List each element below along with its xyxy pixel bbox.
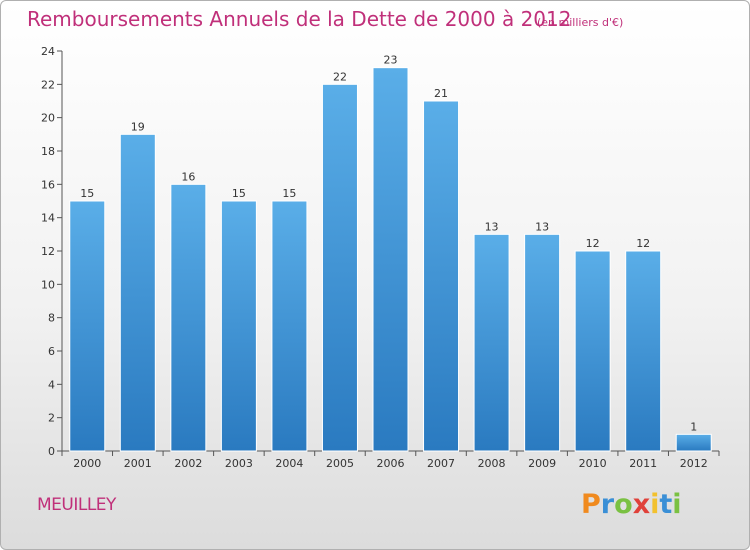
bar-2009 <box>524 233 561 452</box>
value-label-2005: 22 <box>333 70 347 83</box>
y-tick-label: 4 <box>48 378 55 391</box>
logo-letter: r <box>600 489 615 520</box>
x-tick-label-2005: 2005 <box>326 457 354 470</box>
y-tick-label: 0 <box>48 445 55 458</box>
proxiti-logo: Proxiti <box>581 489 682 520</box>
logo-letter: x <box>632 489 651 520</box>
value-label-2004: 15 <box>282 187 296 200</box>
y-tick-label: 16 <box>41 178 55 191</box>
x-tick-label-2009: 2009 <box>528 457 556 470</box>
x-tick-label-2003: 2003 <box>225 457 253 470</box>
value-label-2001: 19 <box>131 120 145 133</box>
y-tick-label: 24 <box>41 45 55 58</box>
value-label-2009: 13 <box>535 220 549 233</box>
logo-letter: t <box>659 489 673 520</box>
value-label-2008: 13 <box>485 220 499 233</box>
logo-letter: i <box>650 489 660 520</box>
y-tick-label: 10 <box>41 278 55 291</box>
y-tick-label: 2 <box>48 412 55 425</box>
x-tick-label-2004: 2004 <box>275 457 303 470</box>
bar-2007 <box>423 100 460 452</box>
y-tick-label: 6 <box>48 345 55 358</box>
bar-2000 <box>69 200 106 452</box>
bar-2003 <box>220 200 257 452</box>
chart-title: Remboursements Annuels de la Dette de 20… <box>27 7 572 31</box>
y-tick-label: 8 <box>48 312 55 325</box>
x-tick-label-2011: 2011 <box>629 457 657 470</box>
x-tick-label-2008: 2008 <box>478 457 506 470</box>
value-label-2007: 21 <box>434 87 448 100</box>
y-tick-label: 20 <box>41 112 55 125</box>
x-tick-label-2010: 2010 <box>579 457 607 470</box>
x-tick-label-2007: 2007 <box>427 457 455 470</box>
x-tick-label-2000: 2000 <box>73 457 101 470</box>
bar-2006 <box>372 67 409 452</box>
bar-2008 <box>473 233 510 452</box>
value-label-2006: 23 <box>384 54 398 67</box>
value-label-2012: 1 <box>690 420 697 433</box>
chart-subtitle: (en milliers d'€) <box>537 16 624 29</box>
bar-2001 <box>119 133 156 452</box>
y-tick-label: 22 <box>41 78 55 91</box>
value-label-2011: 12 <box>636 237 650 250</box>
y-tick-label: 18 <box>41 145 55 158</box>
bar-2005 <box>321 83 358 452</box>
data-labels: 15 19 16 15 15 22 23 21 13 13 12 12 1 <box>80 54 697 434</box>
y-tick-label: 12 <box>41 245 55 258</box>
x-tick-label-2012: 2012 <box>680 457 708 470</box>
x-tick-label-2001: 2001 <box>124 457 152 470</box>
value-label-2002: 16 <box>181 170 195 183</box>
bar-2011 <box>625 250 662 452</box>
bar-2004 <box>271 200 308 452</box>
bar-2012 <box>675 433 712 452</box>
value-label-2003: 15 <box>232 187 246 200</box>
x-tick-label-2002: 2002 <box>174 457 202 470</box>
bars <box>69 67 712 452</box>
bar-2010 <box>574 250 611 452</box>
logo-letter: i <box>672 489 682 520</box>
commune-name: MEUILLEY <box>37 495 116 515</box>
logo-letter: o <box>614 489 633 520</box>
value-label-2000: 15 <box>80 187 94 200</box>
bar-2002 <box>170 183 207 452</box>
value-label-2010: 12 <box>586 237 600 250</box>
y-tick-label: 14 <box>41 212 55 225</box>
x-tick-label-2006: 2006 <box>377 457 405 470</box>
logo-letter: P <box>581 489 601 520</box>
